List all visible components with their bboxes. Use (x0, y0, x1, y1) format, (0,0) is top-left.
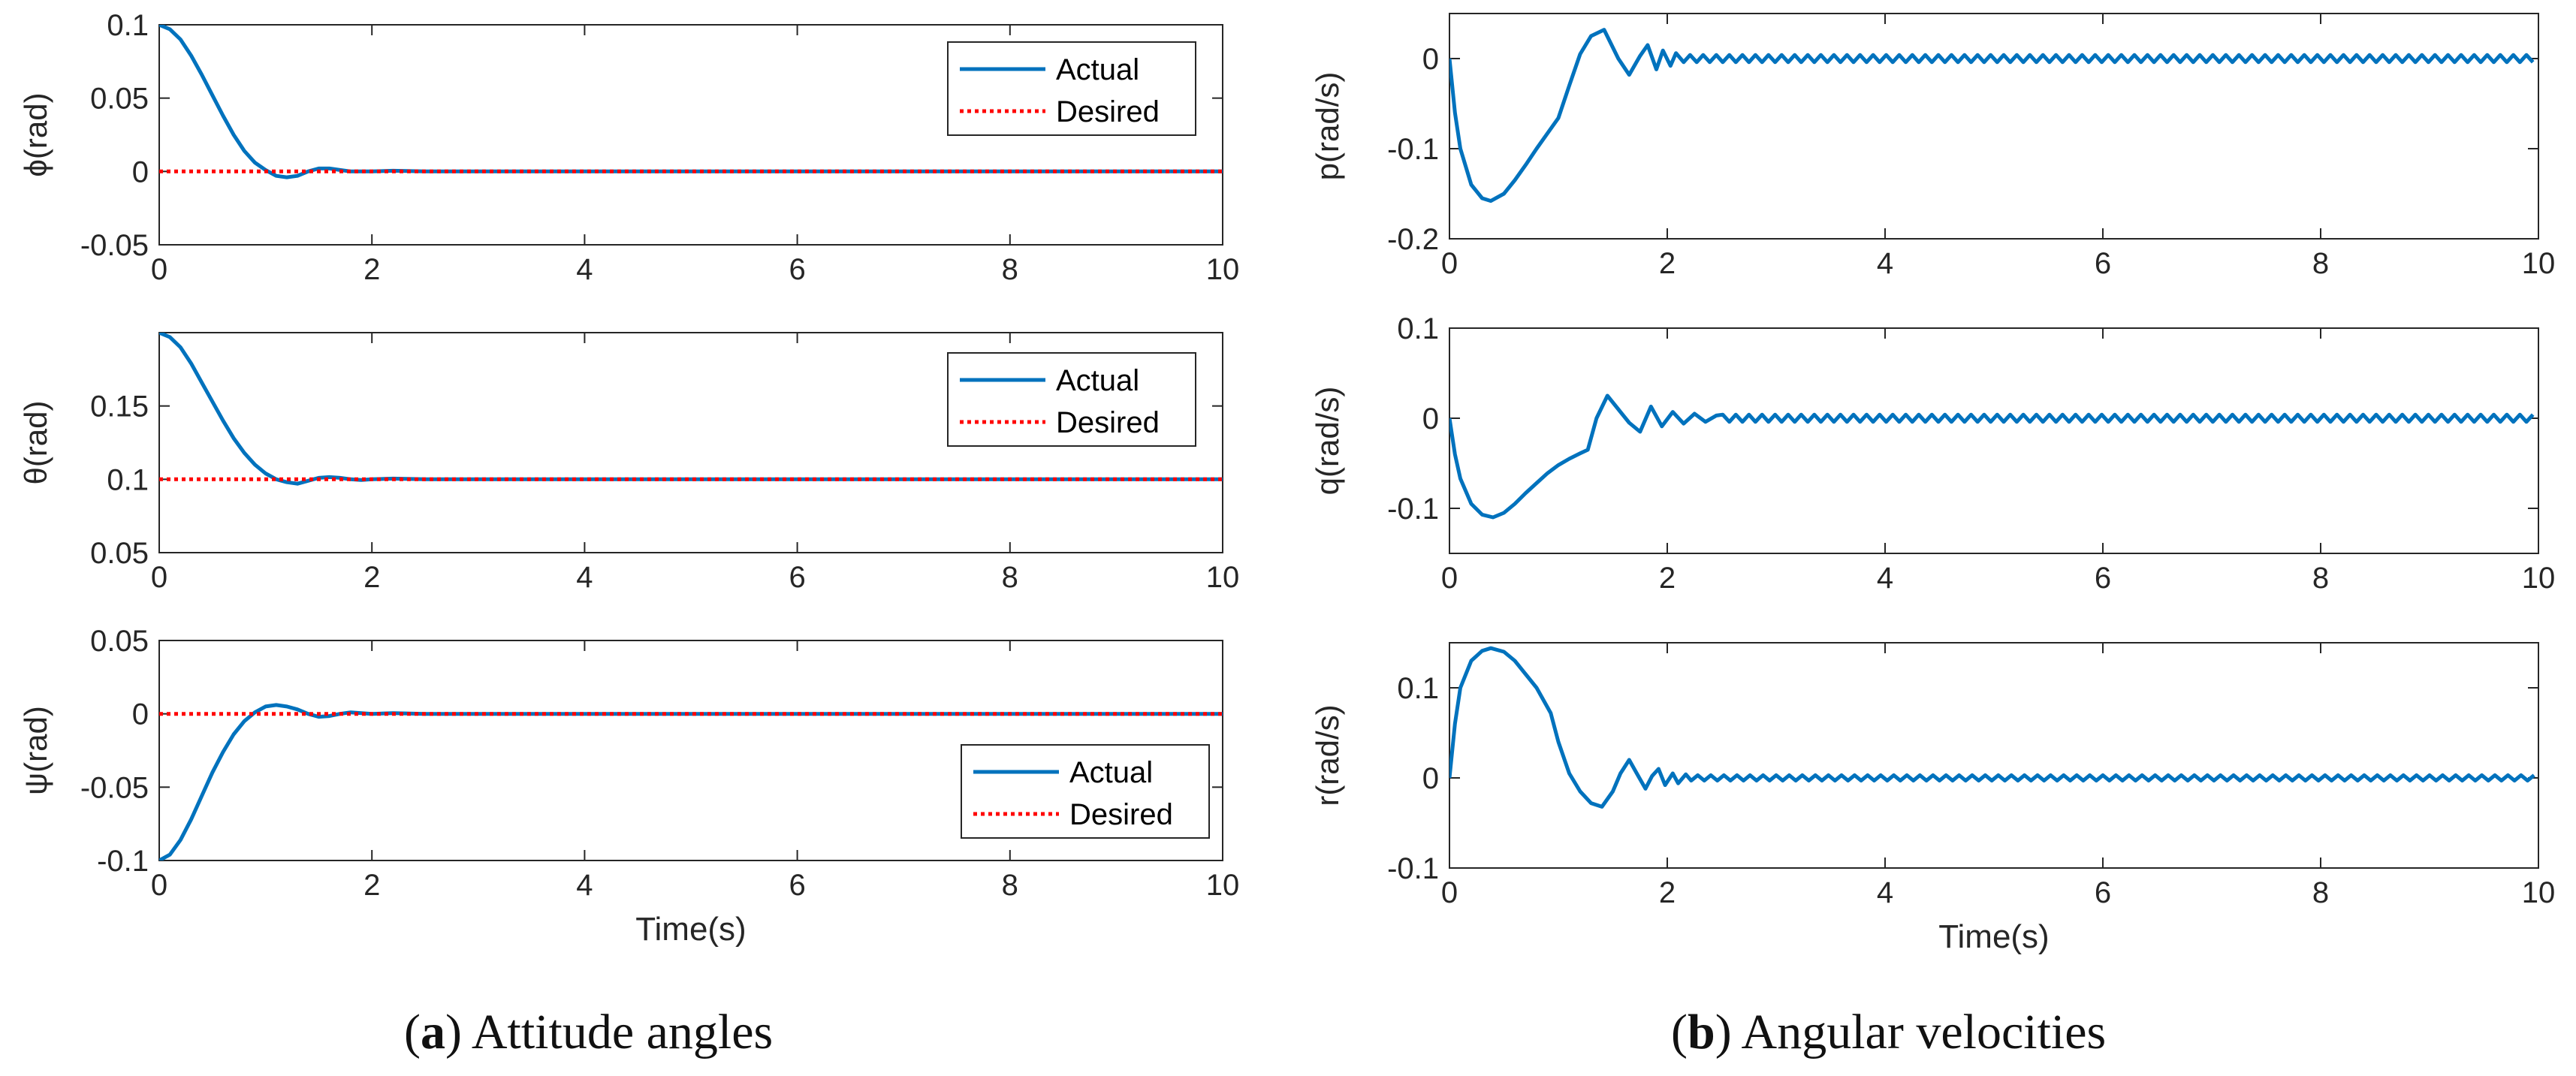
legend-box (961, 744, 1210, 839)
x-tick-label: 10 (2522, 247, 2556, 280)
x-tick-label: 10 (2522, 876, 2556, 909)
subplot-r: 0 2 4 6 8 10-0.100.1r(rad/s)Time(s) (1310, 642, 2556, 955)
y-axis-label: r(rad/s) (1310, 704, 1345, 806)
legend: Actual Desired (947, 41, 1196, 136)
series-line-actual (1449, 28, 2535, 203)
x-tick-label: 8 (1002, 869, 1018, 902)
x-tick-label: 8 (2312, 876, 2329, 909)
x-tick-label: 2 (363, 869, 380, 902)
y-tick-label: 0 (1422, 402, 1439, 436)
y-axis-label: ϕ(rad) (18, 92, 53, 176)
legend-label-actual: Actual (1056, 364, 1139, 397)
y-tick-label: 0.05 (90, 83, 149, 116)
x-tick-label: 0 (151, 561, 167, 594)
x-tick-label: 4 (576, 869, 593, 902)
caption-paren-open: ( (1671, 1005, 1688, 1059)
legend-label-actual: Actual (1056, 53, 1139, 86)
x-tick-label: 0 (1441, 247, 1458, 280)
caption-angular-velocities: (b) Angular velocities (1671, 1004, 2106, 1061)
subplot-psi: 0 2 4 6 8 10 -0.1 -0.05 0 0.05 ψ(rad) Time(s) Actual… (18, 625, 1239, 948)
x-tick-label: 4 (1877, 876, 1893, 909)
y-tick-label: 0.05 (90, 625, 149, 658)
caption-paren-open: ( (404, 1005, 421, 1059)
x-tick-label: 8 (2312, 247, 2329, 280)
x-tick-label: 6 (789, 561, 805, 594)
x-tick-label: 8 (1002, 561, 1018, 594)
y-tick-label: -0.2 (1387, 223, 1439, 256)
x-tick-label: 10 (1206, 869, 1240, 902)
x-tick-label: 2 (1659, 247, 1676, 280)
x-tick-label: 10 (1206, 253, 1240, 286)
caption-paren-close: ) (445, 1005, 462, 1059)
legend-box (947, 352, 1196, 447)
x-tick-label: 0 (151, 869, 167, 902)
y-tick-label: 0 (1422, 43, 1439, 76)
axes-box (1449, 13, 2539, 240)
x-tick-label: 2 (363, 253, 380, 286)
x-tick-label: 0 (1441, 876, 1458, 909)
legend-label-desired: Desired (1056, 95, 1160, 128)
y-tick-label: 0.05 (90, 537, 149, 570)
x-tick-label: 6 (2095, 562, 2111, 595)
y-tick-label: 0.1 (107, 9, 149, 42)
y-tick-label: 0 (132, 698, 149, 731)
series-line-actual (1449, 646, 2535, 809)
axes-box (1449, 642, 2539, 869)
x-tick-label: 6 (2095, 247, 2111, 280)
x-tick-label: 4 (1877, 247, 1893, 280)
axes-box (1449, 327, 2539, 554)
legend-box (947, 41, 1196, 136)
y-tick-label: -0.1 (97, 845, 149, 878)
y-tick-label: 0.15 (90, 390, 149, 423)
x-tick-label: 2 (1659, 562, 1676, 595)
series-line-actual (1449, 393, 2535, 520)
legend: Actual Desired (961, 744, 1210, 839)
x-tick-label: 6 (2095, 876, 2111, 909)
y-axis-label: θ(rad) (18, 400, 53, 484)
y-tick-label: 0.1 (1397, 312, 1439, 345)
x-tick-label: 2 (363, 561, 380, 594)
caption-paren-close: ) (1715, 1005, 1732, 1059)
y-tick-label: 0.1 (1397, 672, 1439, 705)
legend-label-actual: Actual (1069, 756, 1153, 789)
x-tick-label: 8 (2312, 562, 2329, 595)
x-tick-label: 6 (789, 869, 805, 902)
caption-text: Attitude angles (461, 1005, 774, 1059)
caption-text: Angular velocities (1731, 1005, 2107, 1059)
x-tick-label: 0 (151, 253, 167, 286)
x-tick-label: 2 (1659, 876, 1676, 909)
x-tick-label: 10 (1206, 561, 1240, 594)
y-tick-label: -0.1 (1387, 852, 1439, 885)
x-axis-label: Time(s) (1938, 918, 2049, 955)
x-tick-label: 0 (1441, 562, 1458, 595)
subplot-q: 0 2 4 6 8 10 -0.1 0 0.1 q(rad/s) (1310, 312, 2555, 595)
y-tick-label: 0 (1422, 762, 1439, 795)
x-tick-label: 8 (1002, 253, 1018, 286)
y-tick-label: 0 (132, 155, 149, 188)
y-tick-label: -0.1 (1387, 493, 1439, 526)
subplot-p: 0 2 4 6 8 10 -0.2 -0.1 0 p(rad/s) (1310, 13, 2556, 280)
legend-label-desired: Desired (1069, 798, 1173, 831)
y-tick-label: 0.1 (107, 463, 149, 496)
caption-attitude-angles: (a) Attitude angles (404, 1004, 773, 1061)
caption-letter: b (1687, 1005, 1715, 1059)
y-tick-label: -0.05 (80, 229, 149, 262)
y-tick-label: -0.1 (1387, 133, 1439, 166)
legend-label-desired: Desired (1056, 406, 1160, 439)
x-tick-label: 6 (789, 253, 805, 286)
x-tick-label: 4 (576, 253, 593, 286)
caption-letter: a (420, 1005, 445, 1059)
x-tick-label: 10 (2522, 562, 2556, 595)
legend: Actual Desired (947, 352, 1196, 447)
y-axis-label: p(rad/s) (1310, 72, 1345, 181)
subplot-theta: 0 2 4 6 8 10 0.05 0.1 0.15 θ(rad) Actual Desired (18, 332, 1240, 594)
y-tick-label: -0.05 (80, 771, 149, 804)
x-tick-label: 4 (576, 561, 593, 594)
x-axis-label: Time(s) (635, 911, 746, 948)
x-tick-label: 4 (1877, 562, 1893, 595)
y-axis-label: q(rad/s) (1310, 387, 1345, 496)
y-axis-label: ψ(rad) (18, 706, 53, 795)
